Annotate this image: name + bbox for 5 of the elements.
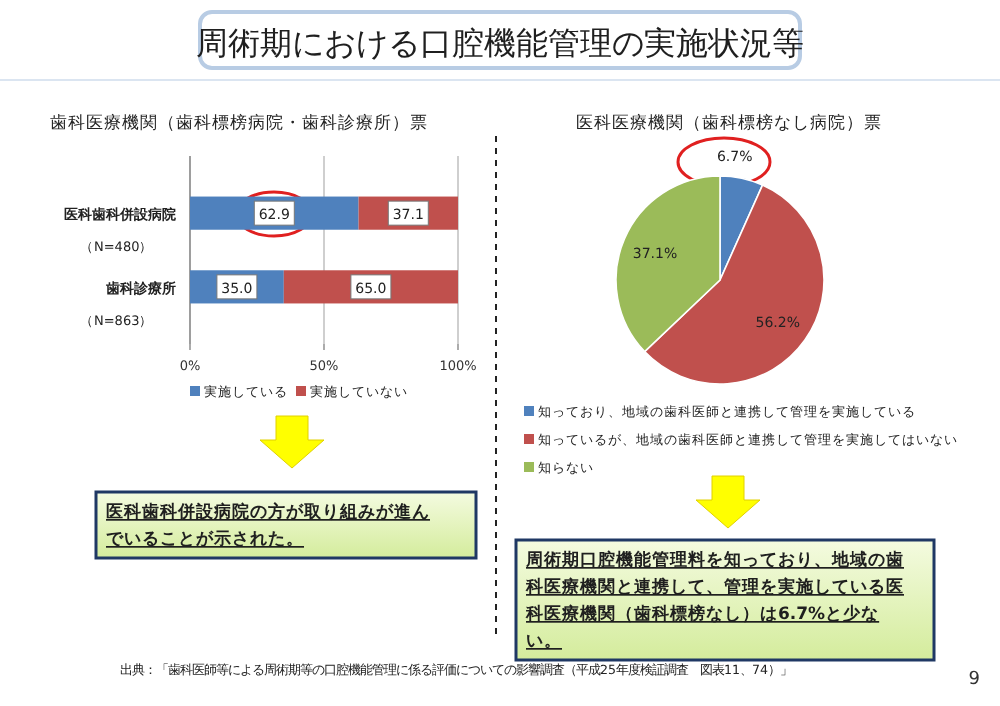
chart-title: 歯科医療機関（歯科標榜病院・歯科診療所）票 bbox=[50, 112, 428, 134]
text: 医科歯科併設病院の方が取り組みが進んでいることが示された。 bbox=[106, 501, 430, 550]
text: 周術期における口腔機能管理の実施状況等 bbox=[196, 24, 804, 62]
text: 9 bbox=[968, 670, 981, 690]
chart-title: 医科医療機関（歯科標榜なし病院）票 bbox=[576, 112, 882, 134]
